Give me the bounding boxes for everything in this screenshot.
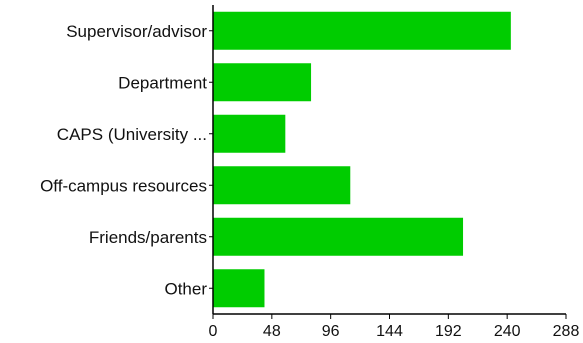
x-tick-label-6: 288 <box>553 323 580 340</box>
category-labels-group: Supervisor/advisor Department CAPS (Univer… <box>40 22 207 299</box>
category-label-3: Off-campus resources <box>40 176 207 195</box>
bar-3 <box>213 166 351 205</box>
category-label-5: Other <box>164 279 207 298</box>
x-tick-label-0: 0 <box>209 323 218 340</box>
bars-group <box>213 11 511 308</box>
x-tick-label-1: 48 <box>263 323 281 340</box>
bar-5 <box>213 269 265 308</box>
x-tick-label-2: 96 <box>322 323 340 340</box>
axes-group <box>209 5 567 319</box>
category-label-2: CAPS (University ... <box>57 125 207 144</box>
x-tick-label-5: 240 <box>494 323 521 340</box>
tick-labels-group: 0 48 96 144 192 240 288 <box>209 323 580 340</box>
x-tick-label-3: 144 <box>376 323 403 340</box>
bar-1 <box>213 63 312 102</box>
bar-4 <box>213 217 464 256</box>
category-label-0: Supervisor/advisor <box>66 22 207 41</box>
category-label-1: Department <box>118 73 207 92</box>
bar-2 <box>213 114 286 153</box>
x-tick-label-4: 192 <box>435 323 462 340</box>
category-label-4: Friends/parents <box>89 228 207 247</box>
bar-0 <box>213 11 511 50</box>
